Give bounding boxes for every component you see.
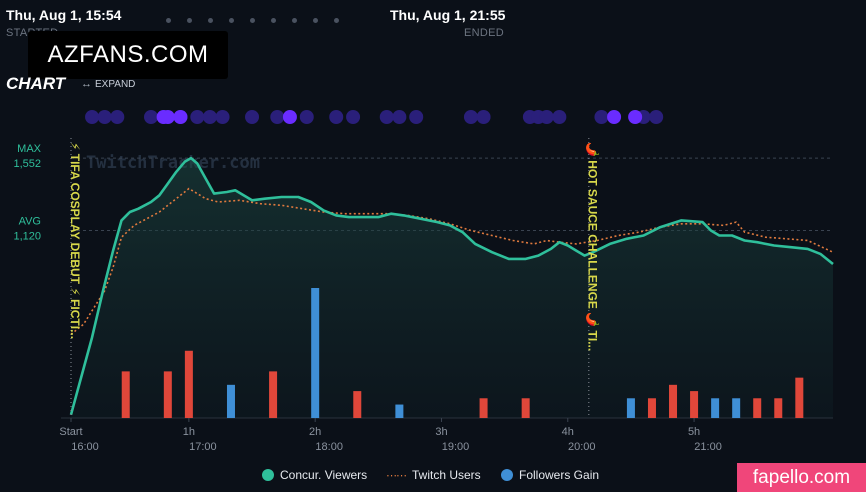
x-tick-label: 4h	[562, 426, 574, 438]
followers-bar-loss	[121, 371, 130, 418]
followers-bar-loss	[163, 371, 172, 418]
pagination-dot[interactable]	[166, 18, 171, 23]
stream-end-label: ENDED	[464, 27, 505, 39]
x-tick-time: 20:00	[568, 441, 596, 453]
followers-bar-loss	[774, 398, 783, 418]
pagination-dot[interactable]	[271, 18, 276, 23]
followers-bar-loss	[353, 391, 362, 418]
event-dot	[539, 110, 554, 124]
followers-bar-loss	[521, 398, 530, 418]
event-dot-highlight	[607, 110, 622, 124]
pagination-dot[interactable]	[208, 18, 213, 23]
followers-bar-loss	[753, 398, 762, 418]
event-dot	[245, 110, 260, 124]
pagination-dot[interactable]	[334, 18, 339, 23]
followers-bar-loss	[269, 371, 278, 418]
legend-label-viewers: Concur. Viewers	[280, 468, 368, 482]
legend-label-twitch-users: Twitch Users	[412, 468, 481, 482]
event-dot-highlight	[173, 110, 188, 124]
followers-bar-gain	[311, 288, 320, 418]
legend-swatch-followers	[501, 469, 513, 481]
legend-item-twitch-users[interactable]: ⋯⋯ Twitch Users	[386, 468, 481, 482]
fapello-watermark: fapello.com	[737, 463, 866, 492]
x-tick-label: 2h	[309, 426, 321, 438]
event-dot	[329, 110, 344, 124]
chart-heading: CHART	[6, 74, 66, 93]
max-value: 1,552	[13, 158, 41, 170]
x-tick-label: Start	[59, 426, 82, 438]
x-tick-time: 18:00	[315, 441, 343, 453]
event-dot	[649, 110, 664, 124]
hot-sauce-annotation: 🌶️ HOT SAUCE CHALLENGE 🌶️ TI...	[586, 142, 600, 351]
event-dot-highlight	[282, 110, 297, 124]
pagination-dot[interactable]	[313, 18, 318, 23]
followers-bar-loss	[795, 377, 804, 418]
event-dot	[379, 110, 394, 124]
followers-bar-loss	[647, 398, 656, 418]
event-dot	[476, 110, 491, 124]
legend-swatch-twitch-users: ⋯⋯	[386, 469, 407, 482]
event-dot	[85, 110, 100, 124]
pagination-dots	[166, 18, 346, 26]
x-tick-time: 17:00	[189, 441, 217, 453]
x-tick-label: 5h	[688, 426, 700, 438]
event-dot	[143, 110, 158, 124]
legend-label-followers: Followers Gain	[519, 468, 600, 482]
expand-button[interactable]: ↔ EXPAND	[81, 78, 135, 90]
event-dot	[392, 110, 407, 124]
max-label: MAX	[17, 143, 42, 155]
legend-swatch-viewers	[262, 469, 274, 481]
event-dot	[463, 110, 478, 124]
twitchtracker-watermark: TwitchTracker.com	[86, 153, 260, 173]
x-tick-time: 16:00	[71, 441, 99, 453]
pagination-dot[interactable]	[229, 18, 234, 23]
followers-bar-loss	[479, 398, 488, 418]
legend-item-viewers[interactable]: Concur. Viewers	[262, 468, 367, 482]
viewers-area	[71, 158, 833, 418]
event-dot	[594, 110, 609, 124]
x-tick-label: 1h	[183, 426, 195, 438]
avg-value: 1,120	[13, 230, 41, 242]
x-tick-time: 21:00	[694, 441, 722, 453]
followers-bar-gain	[226, 384, 235, 418]
stream-start-date: Thu, Aug 1, 15:54	[6, 7, 122, 23]
event-dot	[299, 110, 314, 124]
event-dot	[270, 110, 285, 124]
azfans-watermark: AZFANS.COM	[28, 31, 228, 79]
legend-item-followers[interactable]: Followers Gain	[501, 468, 599, 482]
tifa-annotation: ⚡ TIFA COSPLAY DEBUT ⚡ FICTI...	[68, 142, 82, 339]
event-dot	[215, 110, 230, 124]
stream-end-date: Thu, Aug 1, 21:55	[390, 7, 506, 23]
chart-legend: Concur. Viewers ⋯⋯ Twitch Users Follower…	[0, 468, 866, 488]
viewers-line	[69, 156, 834, 416]
event-dot	[552, 110, 567, 124]
event-dot	[346, 110, 361, 124]
followers-bar-loss	[690, 391, 699, 418]
followers-bar-loss	[184, 350, 193, 418]
event-dot	[409, 110, 424, 124]
pagination-dot[interactable]	[292, 18, 297, 23]
followers-bar-loss	[669, 384, 678, 418]
event-dot	[190, 110, 205, 124]
event-dot-highlight	[628, 110, 643, 124]
followers-bar-gain	[732, 398, 741, 418]
event-dot	[110, 110, 125, 124]
event-dot	[202, 110, 217, 124]
horizontal-arrows-icon: ↔	[81, 78, 92, 90]
expand-label: EXPAND	[95, 79, 136, 90]
pagination-dot[interactable]	[250, 18, 255, 23]
avg-label: AVG	[19, 215, 41, 227]
followers-bar-gain	[626, 398, 635, 418]
event-dot	[97, 110, 112, 124]
event-dot-highlight	[160, 110, 175, 124]
x-tick-time: 19:00	[442, 441, 470, 453]
followers-bar-gain	[711, 398, 720, 418]
pagination-dot[interactable]	[187, 18, 192, 23]
followers-bar-gain	[395, 404, 404, 418]
x-tick-label: 3h	[435, 426, 447, 438]
